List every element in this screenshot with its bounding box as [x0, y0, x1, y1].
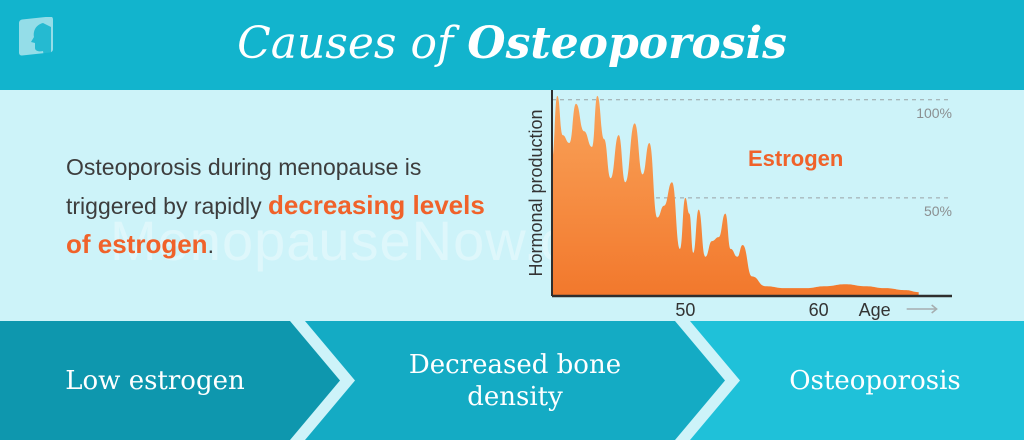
- page-title: Causes of Osteoporosis: [0, 10, 1024, 78]
- ytick-label-100: 100%: [916, 105, 952, 121]
- flow-step-2-shape: [305, 321, 725, 440]
- x-axis-label: Age: [859, 300, 891, 320]
- flow-step-1-shape: [0, 321, 340, 440]
- intro-text: Osteoporosis during menopause is trigger…: [66, 154, 422, 219]
- y-axis-label: Hormonal production: [526, 109, 546, 276]
- flow-step-osteoporosis: Osteoporosis: [789, 365, 961, 396]
- flow-step-3-shape: [690, 321, 1024, 440]
- intro-end: .: [207, 232, 214, 258]
- x-axis-arrow-icon: [906, 304, 938, 314]
- estrogen-chart: 100% 50% Hormonal production Estrogen 50…: [526, 90, 952, 320]
- flow-step-decreased-bone-density: Decreased bone density: [408, 349, 622, 412]
- xtick-label-60: 60: [809, 300, 829, 320]
- flow-step-low-estrogen: Low estrogen: [65, 365, 245, 396]
- intro-paragraph: Osteoporosis during menopause is trigger…: [66, 148, 506, 264]
- header-banner: Causes of Osteoporosis: [0, 0, 1024, 90]
- title-prefix: Causes of: [237, 18, 454, 69]
- ytick-label-50: 50%: [924, 203, 952, 219]
- intro-highlight: decreasing levels of estrogen: [66, 190, 485, 259]
- estrogen-area: [552, 95, 919, 296]
- xtick-label-50: 50: [675, 300, 695, 320]
- profile-logo-icon: [19, 17, 53, 57]
- title-main: Osteoporosis: [467, 18, 787, 69]
- cause-flow: [0, 321, 1024, 440]
- series-label-estrogen: Estrogen: [748, 146, 843, 171]
